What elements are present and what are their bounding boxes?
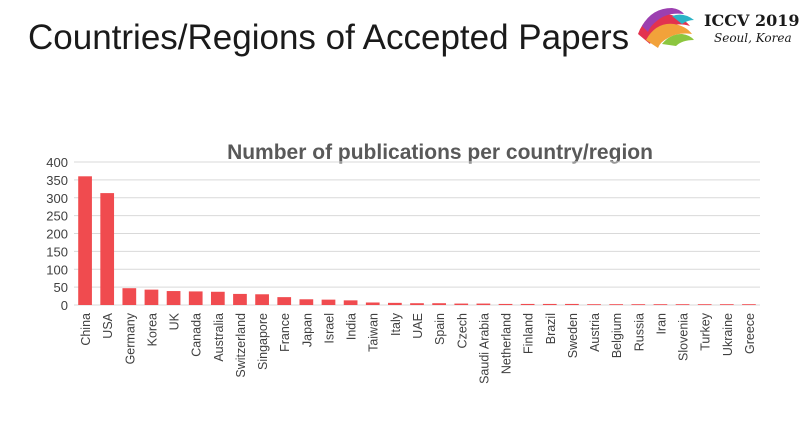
- bar-slovenia: [675, 304, 690, 305]
- x-tick-label: Japan: [300, 313, 314, 347]
- x-tick-label: Saudi Arabia: [477, 313, 491, 384]
- y-tick-label: 100: [46, 262, 68, 277]
- bar-usa: [100, 193, 115, 305]
- logo-name: ICCV 2019: [704, 11, 799, 30]
- bar-switzerland: [233, 293, 247, 305]
- y-tick-label: 250: [46, 209, 68, 224]
- bar-singapore: [255, 294, 269, 305]
- bar-belgium: [609, 304, 624, 305]
- x-tick-label: Slovenia: [677, 313, 691, 361]
- chart-title: Number of publications per country/regio…: [227, 141, 653, 164]
- x-tick-label: Russia: [632, 313, 646, 351]
- x-tick-label: Iran: [654, 313, 668, 335]
- x-tick-label: Australia: [212, 313, 226, 362]
- x-tick-label: Turkey: [699, 312, 713, 350]
- bar-greece: [742, 304, 756, 305]
- bar-turkey: [697, 304, 712, 305]
- x-tick-label: UK: [168, 312, 182, 330]
- x-tick-label: Taiwan: [367, 313, 381, 352]
- x-tick-label: India: [345, 313, 359, 340]
- x-tick-label: UAE: [411, 313, 425, 339]
- bar-india: [343, 300, 358, 305]
- x-tick-label: Greece: [743, 313, 757, 354]
- x-tick-label: Spain: [433, 313, 447, 345]
- bar-saudi-arabia: [476, 303, 491, 305]
- y-tick-label: 50: [54, 280, 68, 295]
- x-tick-label: France: [278, 313, 292, 352]
- x-tick-label: Austria: [588, 313, 602, 352]
- x-tick-label: Belgium: [610, 313, 624, 358]
- bar-uk: [166, 291, 181, 305]
- bar-czech: [454, 303, 469, 305]
- y-tick-label: 150: [46, 244, 68, 259]
- bar-australia: [210, 291, 225, 305]
- y-tick-label: 350: [46, 173, 68, 188]
- bar-italy: [388, 302, 402, 305]
- bar-sweden: [565, 303, 579, 305]
- x-tick-label: Finland: [522, 313, 536, 354]
- bar-japan: [299, 299, 314, 305]
- x-tick-label: Sweden: [566, 313, 580, 358]
- x-tick-label: Singapore: [256, 313, 270, 370]
- iccv-2019-logo: ICCV 2019 Seoul, Korea: [638, 8, 799, 48]
- bar-iran: [653, 304, 668, 305]
- x-tick-label: Italy: [389, 312, 403, 336]
- y-tick-label: 400: [46, 155, 68, 170]
- y-tick-label: 300: [46, 191, 68, 206]
- x-tick-label: Germany: [123, 312, 137, 364]
- bar-spain: [432, 303, 446, 305]
- logo-emblem: [638, 8, 694, 48]
- logo-location: Seoul, Korea: [714, 31, 792, 45]
- x-tick-label: China: [79, 313, 93, 346]
- bar-brazil: [542, 303, 557, 305]
- bar-china: [78, 176, 92, 305]
- bar-germany: [122, 288, 137, 305]
- x-tick-label: Ukraine: [721, 313, 735, 356]
- x-tick-label: Switzerland: [234, 313, 248, 378]
- bar-israel: [321, 299, 336, 305]
- x-tick-label: USA: [101, 312, 115, 338]
- bar-finland: [520, 303, 535, 305]
- bar-austria: [587, 304, 601, 305]
- x-tick-label: Czech: [455, 313, 469, 348]
- y-tick-label: 200: [46, 227, 68, 242]
- x-tick-label: Korea: [145, 313, 159, 346]
- x-tick-label: Netherland: [500, 313, 514, 374]
- bar-uae: [410, 303, 424, 305]
- y-tick-label: 0: [61, 298, 68, 313]
- slide-title: Countries/Regions of Accepted Papers: [28, 18, 630, 57]
- bar-russia: [631, 304, 646, 305]
- bar-korea: [144, 289, 159, 305]
- x-tick-label: Brazil: [544, 313, 558, 344]
- x-tick-label: Canada: [190, 313, 204, 357]
- bar-netherland: [498, 303, 513, 305]
- bar-france: [277, 297, 292, 305]
- bar-taiwan: [365, 302, 380, 305]
- bar-ukraine: [719, 304, 734, 305]
- bar-canada: [188, 291, 203, 305]
- x-tick-label: Israel: [322, 313, 336, 344]
